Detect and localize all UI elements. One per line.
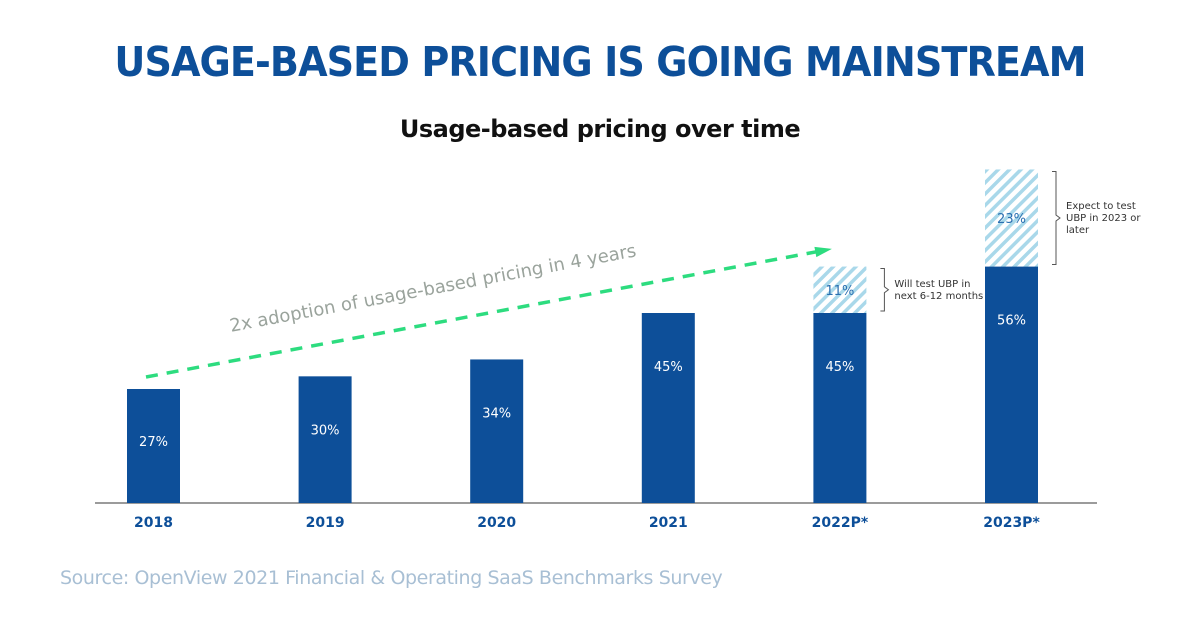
bar-2018	[127, 389, 180, 503]
source-note: Source: OpenView 2021 Financial & Operat…	[60, 567, 723, 589]
bracket	[880, 268, 890, 312]
trend-arrow-head	[814, 246, 832, 258]
x-tick-label: 2020	[477, 515, 516, 531]
bar-value-label: 27%	[139, 435, 168, 450]
bar-value-label: 30%	[311, 423, 340, 438]
bar-2023P*	[985, 266, 1038, 503]
annotation-text: later	[1066, 225, 1090, 236]
bar-value-label: 45%	[654, 360, 683, 375]
x-tick-label: 2019	[306, 515, 345, 531]
annotation-text: UBP in 2023 or	[1066, 213, 1141, 224]
bracket	[1052, 170, 1061, 266]
bar-2019	[298, 376, 352, 503]
annotation-text: next 6-12 months	[894, 291, 983, 302]
bar-2022P*	[813, 313, 867, 503]
x-tick-label: 2022P*	[812, 515, 869, 531]
annotation-text: Expect to test	[1066, 201, 1136, 212]
x-tick-label: 2023P*	[983, 515, 1040, 531]
x-tick-label: 2018	[134, 515, 173, 531]
trend-annotation-text: 2x adoption of usage-based pricing in 4 …	[228, 240, 638, 336]
hatched-bar-2022P*	[813, 266, 867, 313]
x-tick-label: 2021	[649, 515, 688, 531]
hatched-value-label: 11%	[825, 284, 854, 299]
page-title: USAGE-BASED PRICING IS GOING MAINSTREAM	[114, 38, 1086, 86]
bar-2020	[470, 359, 524, 503]
bar-2021	[641, 313, 695, 503]
chart-title: Usage-based pricing over time	[399, 115, 801, 143]
trend-arrow-line	[145, 248, 827, 379]
hatched-bar-2023P*	[985, 169, 1038, 267]
bar-value-label: 34%	[482, 406, 511, 421]
bar-value-label: 45%	[825, 360, 854, 375]
hatched-value-label: 23%	[997, 212, 1026, 227]
annotation-text: Will test UBP in	[894, 279, 970, 290]
bar-value-label: 56%	[997, 314, 1026, 329]
